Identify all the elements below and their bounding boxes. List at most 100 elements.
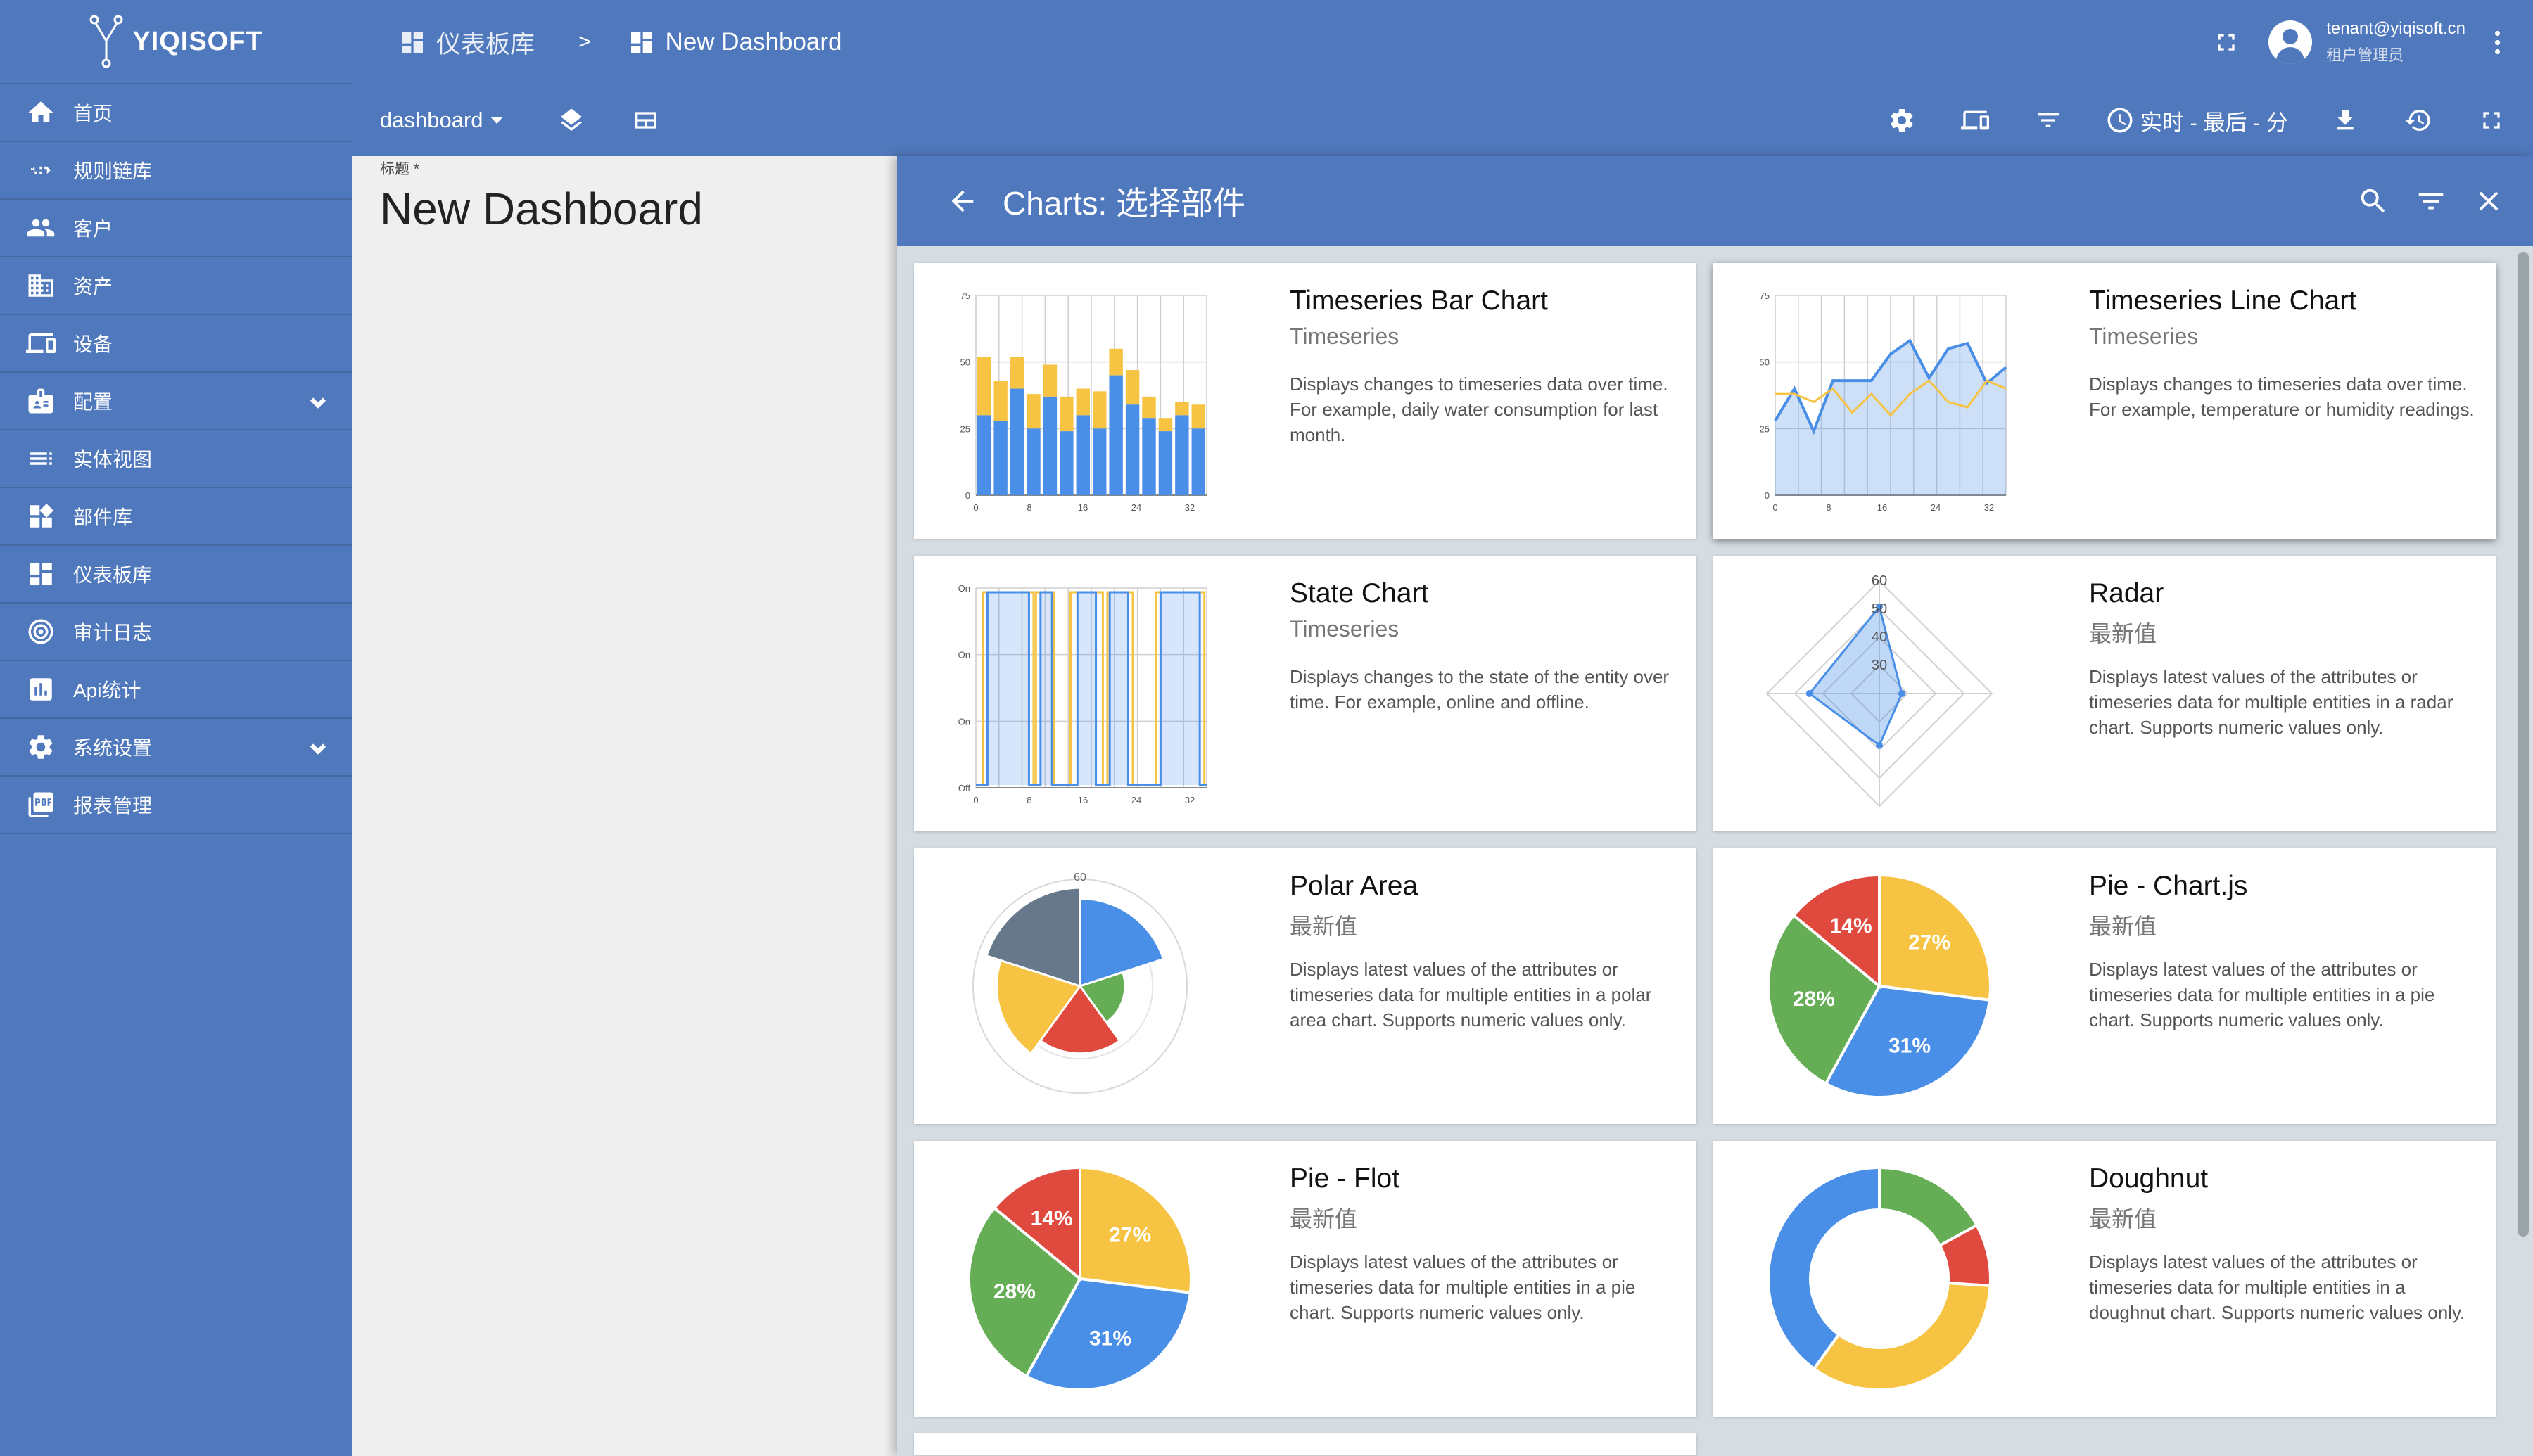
sidebar-item-1[interactable]: 规则链库 xyxy=(0,142,352,200)
widget-title: Pie - Flot xyxy=(1290,1163,1400,1194)
x-tick-label: 32 xyxy=(1185,795,1195,805)
download-icon[interactable] xyxy=(2329,104,2361,136)
widget-select-panel: Charts: 选择部件 75 50 25 0 0 8 16 24 32 Timeseries B… xyxy=(897,156,2533,1456)
avatar[interactable] xyxy=(2268,20,2313,64)
close-icon[interactable] xyxy=(2472,185,2505,217)
panel-scrollbar[interactable] xyxy=(2518,252,2529,1237)
widget-card[interactable] xyxy=(914,1433,1696,1455)
sidebar-item-2[interactable]: 客户 xyxy=(0,200,352,257)
fullscreen-icon[interactable] xyxy=(2475,104,2508,136)
pie-slice xyxy=(1024,1277,1192,1391)
sidebar-item-4[interactable]: 设备 xyxy=(0,315,352,373)
radar-series xyxy=(1808,604,1903,747)
yiqisoft-logo-icon xyxy=(89,15,123,68)
sidebar-item-label: 设备 xyxy=(73,333,113,355)
sidebar-item-8[interactable]: 仪表板库 xyxy=(0,546,352,604)
widget-description: Displays changes to timeseries data over… xyxy=(2089,373,2475,420)
caret-down-icon xyxy=(490,117,503,124)
state-fill xyxy=(1110,592,1129,785)
pdf-icon xyxy=(24,788,58,822)
widget-card[interactable]: 60 50 40 30 Radar 最新值 Displays latest values o… xyxy=(1713,556,2496,831)
bar-mark xyxy=(1109,375,1123,495)
sidebar-item-3[interactable]: 资产 xyxy=(0,257,352,315)
widget-thumbnail: 60 xyxy=(945,865,1215,1107)
bar-mark xyxy=(1093,428,1107,495)
widget-description: Displays latest values of the attributes… xyxy=(2089,666,2453,738)
bar-mark xyxy=(1043,364,1058,397)
timewindow-label: 实时 - 最后 - 分 xyxy=(2140,110,2288,135)
dashboard-icon xyxy=(402,32,423,53)
widget-type: Timeseries xyxy=(1290,616,1399,641)
widget-card[interactable]: 75 50 25 0 0 8 16 24 32 Timeseries Line Chart Time… xyxy=(1713,263,2496,539)
polar-segment xyxy=(985,886,1081,988)
widget-card[interactable]: 60 Polar Area 最新值 Displays latest values of… xyxy=(914,848,1696,1124)
sidebar-item-0[interactable]: 首页 xyxy=(0,84,352,142)
sidebar-item-9[interactable]: 审计日志 xyxy=(0,604,352,661)
pie-slice-label: 31% xyxy=(1089,1327,1131,1350)
sidebar-item-5[interactable]: 配置 xyxy=(0,373,352,430)
x-tick-label: 16 xyxy=(1078,795,1088,805)
widget-title: Timeseries Bar Chart xyxy=(1290,286,1548,316)
state-fill xyxy=(1077,592,1096,785)
sidebar-item-label: Api统计 xyxy=(73,679,141,701)
sidebar-item-6[interactable]: 实体视图 xyxy=(0,430,352,488)
bar-mark xyxy=(1158,418,1173,432)
profile-icon xyxy=(24,384,58,418)
widget-card[interactable]: Doughnut 最新值 Displays latest values of the… xyxy=(1713,1141,2496,1417)
radar-tick-label: 40 xyxy=(1872,630,1887,645)
sidebar-item-label: 客户 xyxy=(73,218,113,240)
filter-icon[interactable] xyxy=(2415,185,2447,217)
timewindow-button[interactable]: 实时 - 最后 - 分 xyxy=(2105,105,2288,136)
x-tick-label: 0 xyxy=(973,795,978,805)
brand-name: YIQISOFT xyxy=(132,26,263,56)
chevron-down-icon[interactable] xyxy=(305,390,331,415)
dashboard-state-select[interactable]: dashboard xyxy=(380,108,503,133)
widget-card[interactable]: On On On Off 0 8 16 24 32 State Chart Timeseries Di… xyxy=(914,556,1696,831)
widget-card[interactable]: 27% 31% 28% 14% Pie - Flot 最新值 Displays latest… xyxy=(914,1141,1696,1417)
sidebar-item-label: 系统设置 xyxy=(73,737,153,759)
back-arrow-icon[interactable] xyxy=(946,185,979,217)
pie-slice xyxy=(967,1206,1082,1379)
breadcrumb-dashboards[interactable]: 仪表板库 xyxy=(398,25,535,60)
widget-title: Radar xyxy=(2089,578,2164,608)
history-icon[interactable] xyxy=(2402,104,2434,136)
sidebar-item-12[interactable]: 报表管理 xyxy=(0,777,352,834)
pie-slice-label: 28% xyxy=(993,1280,1036,1303)
sidebar-item-7[interactable]: 部件库 xyxy=(0,488,352,546)
bar-mark xyxy=(977,415,991,495)
user-info[interactable]: tenant@yiqisoft.cn 租户管理员 xyxy=(2326,19,2465,65)
bar-mark xyxy=(1158,431,1173,495)
dashboard-state-value: dashboard xyxy=(380,108,483,132)
more-vert-icon[interactable] xyxy=(2487,25,2508,60)
bar-mark xyxy=(1125,370,1140,405)
logo[interactable]: YIQISOFT xyxy=(0,0,352,84)
x-tick-label: 24 xyxy=(1131,502,1141,513)
chevron-down-icon[interactable] xyxy=(305,736,331,761)
x-tick-label: 24 xyxy=(1931,502,1941,513)
layout-icon[interactable] xyxy=(630,104,662,136)
panel-title: Charts: 选择部件 xyxy=(1003,185,1246,222)
polar-segment xyxy=(1039,984,1122,1055)
widget-description: Displays changes to the state of the ent… xyxy=(1290,666,1670,713)
sidebar-item-10[interactable]: Api统计 xyxy=(0,661,352,719)
widget-card[interactable]: 75 50 25 0 0 8 16 24 32 Timeseries Bar Chart Times… xyxy=(914,263,1696,539)
dashboard-title-input[interactable]: New Dashboard xyxy=(380,184,703,234)
building-icon xyxy=(24,269,58,302)
widget-thumbnail: 75 50 25 0 0 8 16 24 32 xyxy=(1744,280,2014,522)
sidebar-item-11[interactable]: 系统设置 xyxy=(0,719,352,777)
widget-card[interactable]: 27% 31% 28% 14% Pie - Chart.js 最新值 Displays la… xyxy=(1713,848,2496,1124)
widget-title: Timeseries Line Chart xyxy=(2089,286,2357,316)
widget-description: Displays latest values of the attributes… xyxy=(2089,1251,2465,1323)
search-icon[interactable] xyxy=(2357,185,2389,217)
layers-icon[interactable] xyxy=(555,104,588,136)
settings-gear-icon[interactable] xyxy=(1886,104,1918,136)
breadcrumb-label: 仪表板库 xyxy=(436,30,535,58)
devices-icon[interactable] xyxy=(1959,104,1991,136)
widget-description: Displays changes to timeseries data over… xyxy=(1290,373,1668,445)
filter-icon[interactable] xyxy=(2032,104,2064,136)
fullscreen-icon[interactable] xyxy=(2212,28,2240,56)
pie-slice-label: 27% xyxy=(1908,931,1950,954)
bar-mark xyxy=(1043,396,1058,495)
y-tick-label: 0 xyxy=(1765,490,1770,501)
